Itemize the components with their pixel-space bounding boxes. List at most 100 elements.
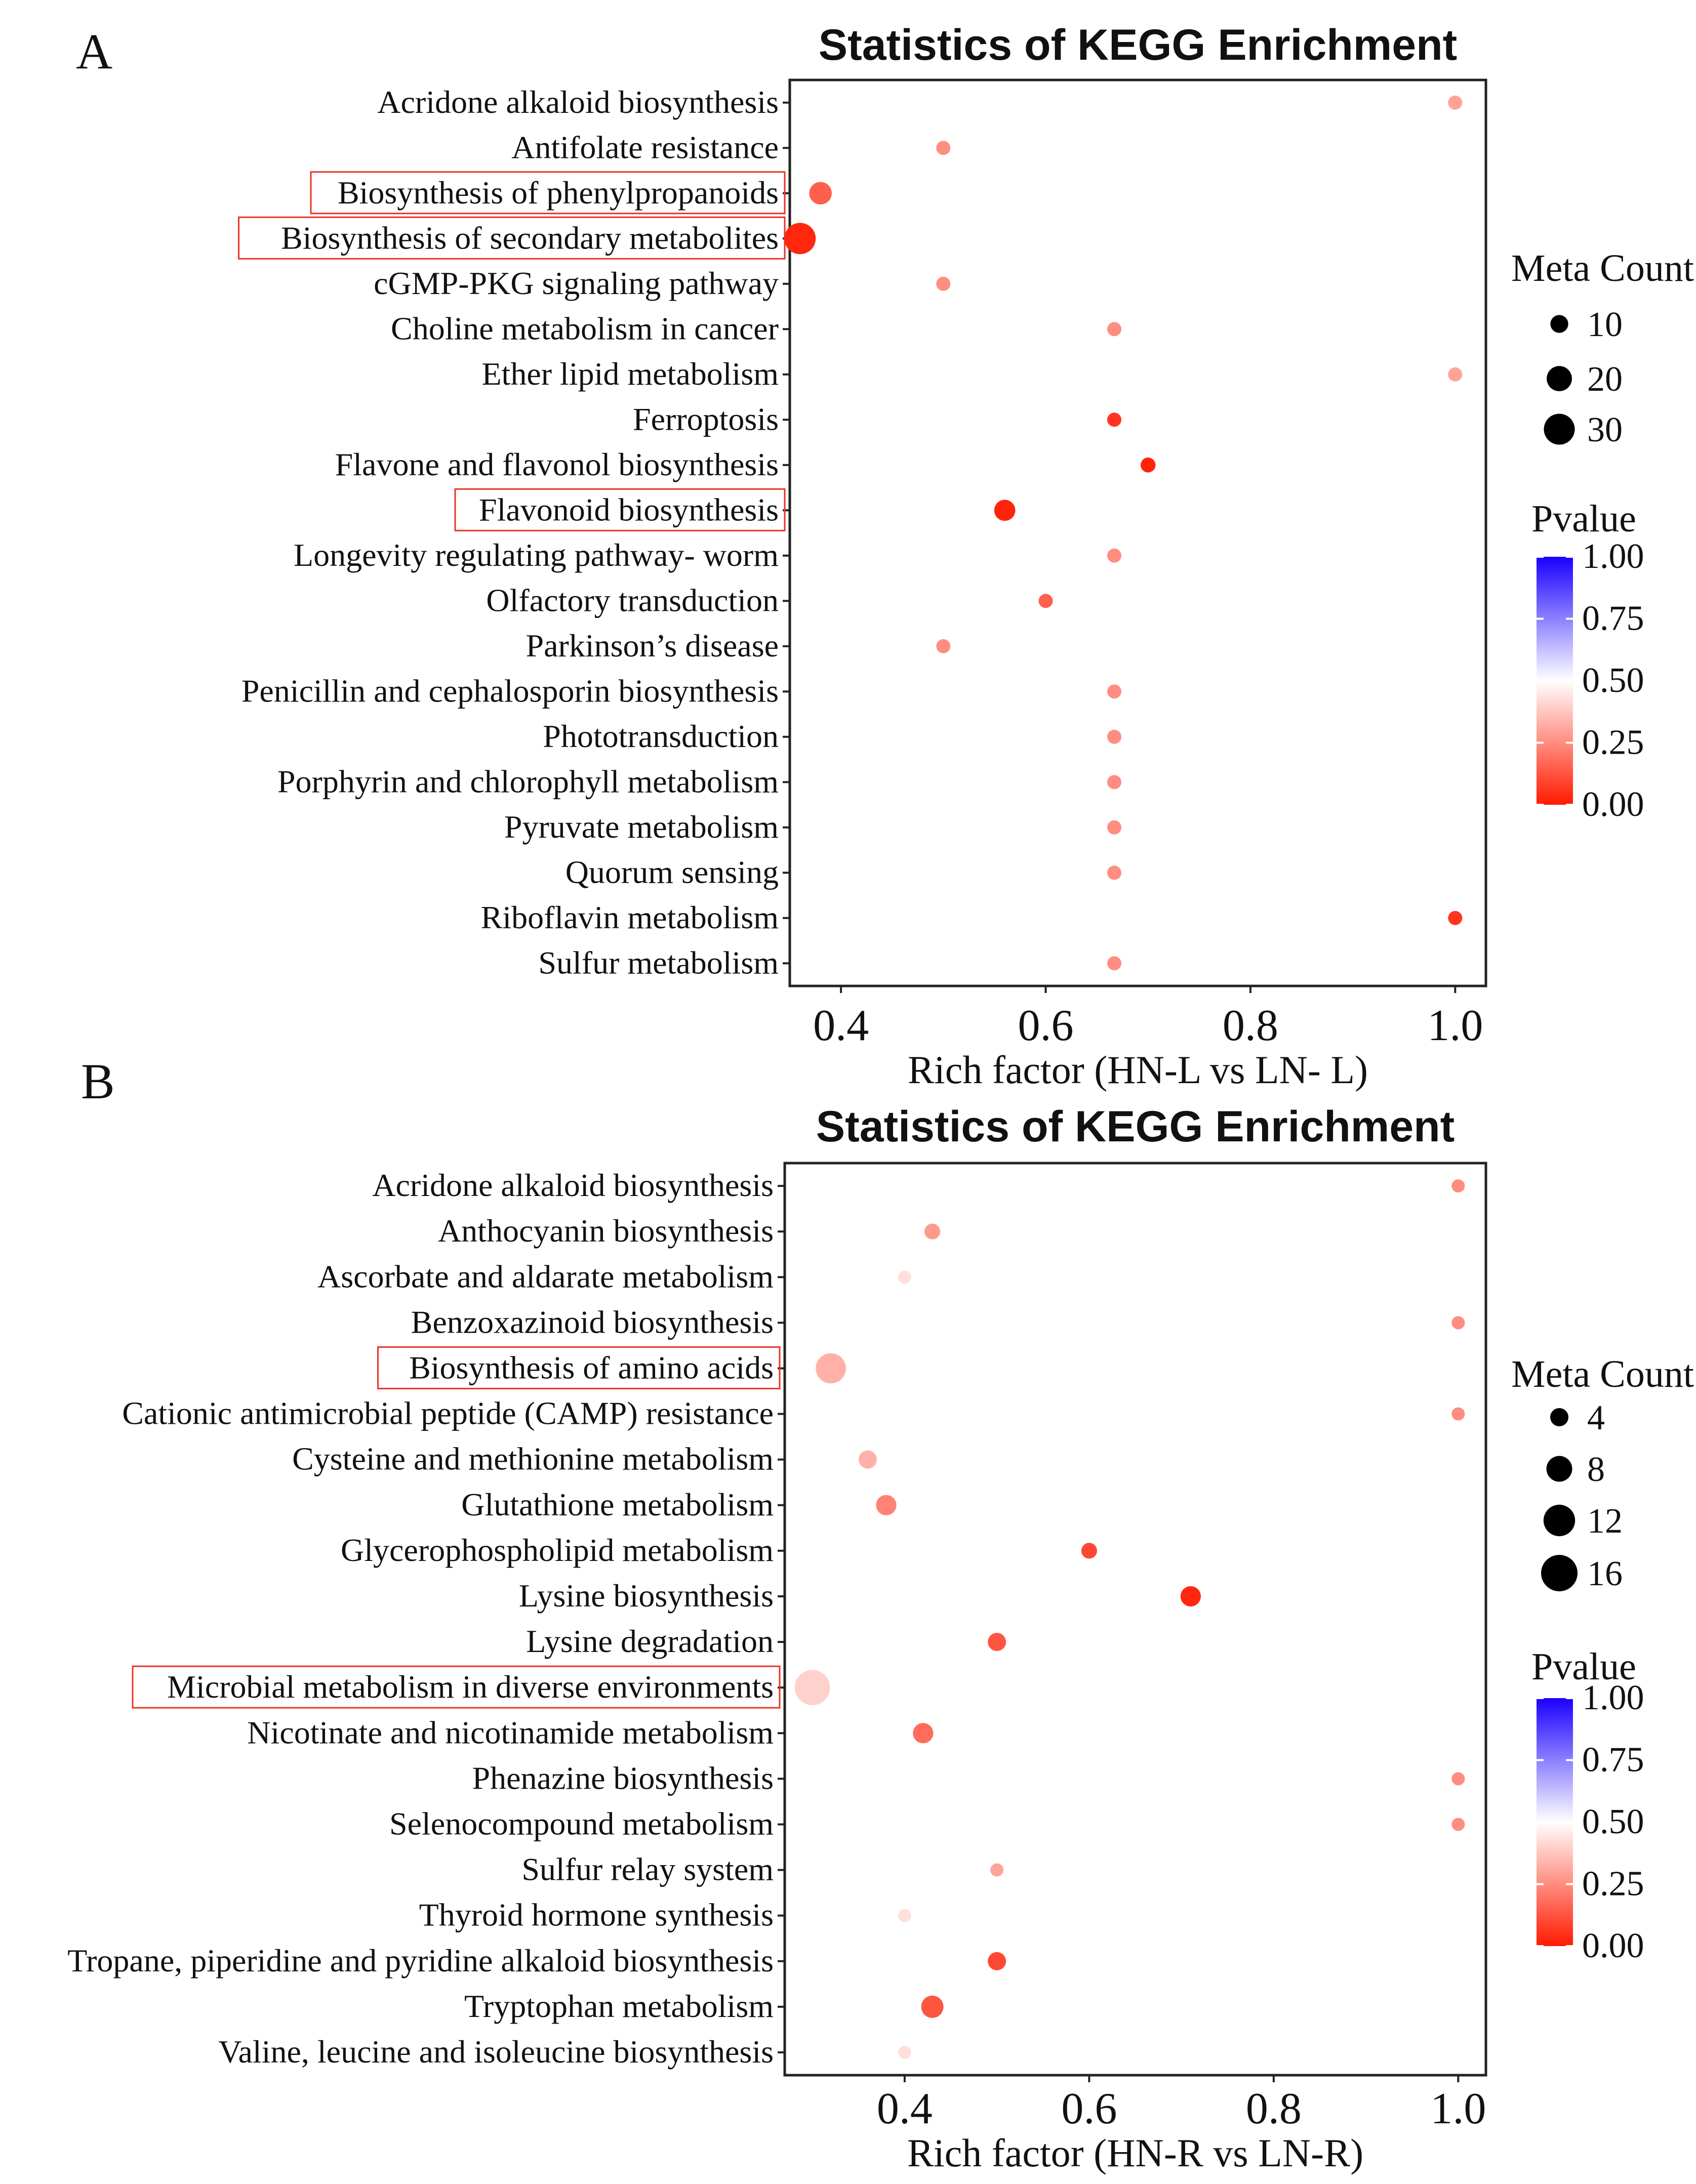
data-point [898,1909,911,1922]
category-label: Microbial metabolism in diverse environm… [167,1669,774,1705]
colorbar-label: 0.25 [1582,723,1644,762]
data-point [994,500,1016,521]
category-label: Glycerophospholipid metabolism [341,1532,774,1568]
category-label: Phenazine biosynthesis [472,1760,774,1796]
chart-title: Statistics of KEGG Enrichment [816,1102,1455,1151]
size-legend-dot [1546,1456,1572,1482]
x-tick-label: 0.8 [1246,2084,1302,2133]
panel-a: A Statistics of KEGG Enrichment Sulfur met… [76,21,1694,1092]
data-point [1180,1586,1201,1607]
data-point [1451,1772,1465,1786]
category-label: Flavonoid biosynthesis [479,491,779,527]
data-point [1451,1179,1465,1193]
category-label: Ether lipid metabolism [481,356,779,392]
colorbar-label: 1.00 [1582,1678,1644,1717]
colorbar-label: 1.00 [1582,537,1644,576]
data-point [1107,548,1121,563]
colorbar-label: 0.25 [1582,1865,1644,1904]
highlight-box [132,1665,781,1709]
size-legend-dot [1541,1555,1578,1591]
category-label: Choline metabolism in cancer [391,310,779,346]
x-tick-label: 0.6 [1061,2084,1117,2133]
data-point [1448,95,1463,110]
data-point [988,1952,1006,1970]
size-legend-label: 4 [1587,1398,1605,1437]
highlight-box [377,1346,781,1389]
category-label: cGMP-PKG signaling pathway [374,265,779,301]
data-point [1107,729,1121,744]
data-point [921,1995,944,2018]
size-legend-dot [1543,1504,1576,1537]
size-legend-dot [1544,414,1575,445]
data-point [990,1863,1004,1877]
category-label: Lysine degradation [526,1623,774,1659]
data-point [913,1723,934,1744]
category-label: Glutathione metabolism [461,1487,774,1522]
x-tick-label: 0.4 [813,1001,869,1050]
data-point [936,276,951,291]
category-label: Longevity regulating pathway- worm [294,537,779,573]
panel-letter: A [76,23,112,79]
colorbar-label: 0.00 [1582,785,1644,824]
category-label: Ferroptosis [633,401,779,437]
data-point [1107,775,1121,790]
data-point [1107,413,1121,427]
size-legend-dot [1550,1408,1568,1426]
data-point [1107,956,1121,971]
colorbar-label: 0.75 [1582,1741,1644,1780]
category-label: Antifolate resistance [511,129,779,165]
category-label: Pyruvate metabolism [504,809,779,845]
panel-b: B Statistics of KEGG Enrichment Valine, le… [67,1053,1694,2175]
data-point [816,1353,846,1384]
category-label: Parkinson’s disease [526,628,779,664]
category-label: Acridone alkaloid biosynthesis [377,84,779,120]
size-legend-label: 16 [1587,1554,1623,1593]
chart-title: Statistics of KEGG Enrichment [819,21,1458,69]
category-label: Phototransduction [543,718,779,754]
data-point [924,1223,941,1240]
category-label: Porphyrin and chlorophyll metabolism [277,763,779,799]
category-label: Sulfur metabolism [538,944,779,980]
size-legend-title: Meta Count [1511,1353,1694,1395]
data-point [936,639,951,653]
data-point [1081,1543,1097,1559]
pvalue-legend-title: Pvalue [1531,498,1636,540]
category-label: Biosynthesis of amino acids [409,1349,774,1385]
x-axis-label: Rich factor (HN-L vs LN- L) [908,1048,1368,1092]
data-point [898,1270,911,1284]
highlight-box [310,171,786,215]
category-label: Sulfur relay system [521,1851,774,1887]
pvalue-legend-title: Pvalue [1531,1645,1636,1688]
x-tick-label: 1.0 [1427,1001,1483,1050]
data-point [1107,820,1121,835]
data-point [1451,1407,1465,1421]
category-label: Biosynthesis of secondary metabolites [281,220,779,256]
data-point [1140,458,1156,473]
colorbar-label: 0.50 [1582,1802,1644,1841]
colorbar-label: 0.00 [1582,1926,1644,1965]
size-legend-title: Meta Count [1511,247,1694,290]
category-label: Selenocompound metabolism [389,1805,774,1841]
size-legend-label: 12 [1587,1502,1623,1541]
data-point [1448,367,1463,382]
category-label: Biosynthesis of phenylpropanoids [338,175,779,211]
category-label: Penicillin and cephalosporin biosynthesi… [241,673,779,709]
colorbar-label: 0.75 [1582,599,1644,638]
data-point [1107,684,1121,699]
size-legend-label: 10 [1587,305,1623,344]
data-point [936,141,951,155]
colorbar-label: 0.50 [1582,661,1644,700]
x-axis-label: Rich factor (HN-R vs LN-R) [907,2131,1363,2175]
category-label: Acridone alkaloid biosynthesis [372,1167,774,1203]
panel-letter: B [81,1053,115,1109]
data-point [1107,322,1121,337]
data-point [1448,911,1463,925]
category-label: Anthocyanin biosynthesis [438,1213,774,1249]
category-label: Tryptophan metabolism [464,1988,774,2024]
size-legend-label: 20 [1587,360,1623,399]
highlight-box [454,488,786,531]
